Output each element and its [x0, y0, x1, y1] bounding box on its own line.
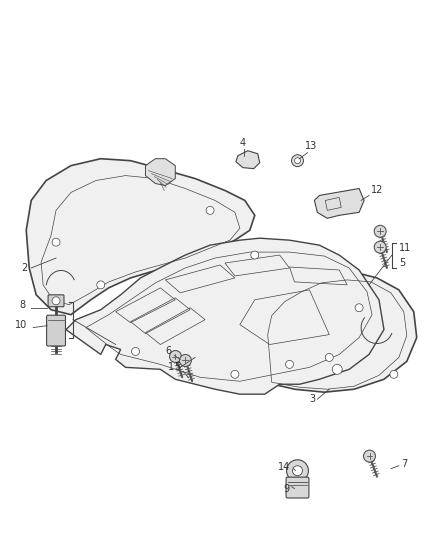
Circle shape — [355, 304, 363, 312]
Circle shape — [374, 241, 386, 253]
Polygon shape — [236, 151, 260, 168]
Text: 14: 14 — [278, 462, 290, 472]
FancyBboxPatch shape — [48, 295, 64, 307]
Text: 10: 10 — [15, 320, 28, 329]
Circle shape — [52, 297, 60, 305]
Text: 4: 4 — [240, 138, 246, 148]
Polygon shape — [66, 238, 384, 394]
Circle shape — [374, 225, 386, 237]
Circle shape — [180, 354, 191, 367]
Polygon shape — [26, 159, 255, 314]
Circle shape — [293, 466, 303, 475]
Text: 8: 8 — [19, 300, 25, 310]
Text: 1: 1 — [168, 362, 174, 373]
Text: 5: 5 — [399, 258, 405, 268]
Text: 5: 5 — [174, 362, 180, 373]
Circle shape — [286, 360, 293, 368]
Text: 6: 6 — [165, 346, 171, 357]
Text: 12: 12 — [371, 185, 383, 196]
Circle shape — [325, 353, 333, 361]
Polygon shape — [258, 273, 417, 392]
Text: 11: 11 — [399, 243, 411, 253]
Circle shape — [286, 460, 308, 482]
Text: 7: 7 — [401, 459, 407, 469]
Circle shape — [390, 370, 398, 378]
Polygon shape — [314, 189, 364, 219]
FancyBboxPatch shape — [286, 477, 309, 498]
Circle shape — [206, 206, 214, 214]
Circle shape — [97, 281, 105, 289]
Circle shape — [292, 155, 304, 167]
Circle shape — [231, 370, 239, 378]
Text: 9: 9 — [283, 483, 290, 494]
Text: 3: 3 — [309, 394, 315, 404]
Circle shape — [332, 365, 342, 374]
Circle shape — [251, 251, 259, 259]
Circle shape — [52, 238, 60, 246]
Circle shape — [364, 450, 375, 462]
Polygon shape — [145, 159, 175, 185]
Circle shape — [294, 158, 300, 164]
Circle shape — [131, 348, 140, 356]
Text: 13: 13 — [304, 141, 317, 151]
Text: 2: 2 — [21, 263, 28, 273]
Circle shape — [170, 351, 181, 362]
FancyBboxPatch shape — [46, 315, 65, 346]
